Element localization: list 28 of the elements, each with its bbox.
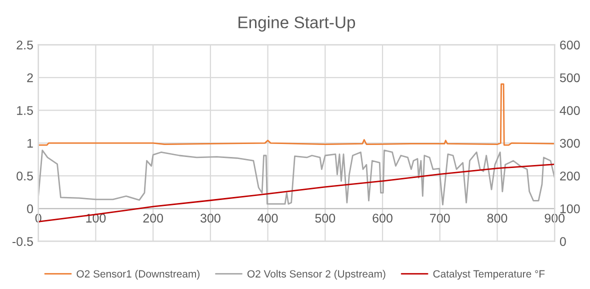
y-tick-label: -0.5	[12, 237, 33, 246]
y2-tick-label: 0	[560, 237, 566, 246]
y2-tick-label: 600	[560, 40, 580, 50]
legend-label: O2 Sensor1 (Downstream)	[76, 270, 200, 280]
y-tick-label: 1.5	[17, 106, 33, 115]
x-tick-label: 900	[544, 214, 565, 223]
y-tick-label: 2.5	[16, 40, 33, 50]
y-tick-label: 2	[27, 73, 33, 82]
y-tick-label: 1	[27, 138, 33, 148]
y2-tick-label: 200	[560, 172, 580, 180]
y-tick-label: 0	[27, 204, 33, 214]
y2-tick-label: 400	[560, 106, 580, 115]
x-tick-label: 400	[258, 214, 278, 223]
x-tick-label: 300	[200, 214, 220, 223]
x-tick-label: 800	[487, 214, 508, 223]
line-series	[38, 150, 555, 206]
x-tick-label: 200	[143, 214, 164, 223]
legend-label: O2 Volts Sensor 2 (Upstream)	[247, 270, 386, 280]
line-series	[38, 83, 555, 146]
y-tick-label: 0.5	[16, 172, 33, 180]
y2-tick-label: 500	[560, 73, 580, 82]
y2-tick-label: 100	[560, 204, 580, 214]
y2-tick-label: 300	[560, 138, 580, 148]
x-tick-label: 600	[372, 214, 392, 223]
legend-label: Catalyst Temperature °F	[433, 270, 545, 280]
chart-title: Engine Start-Up	[238, 16, 356, 32]
x-tick-label: 500	[315, 214, 336, 223]
x-tick-label: 700	[430, 214, 450, 223]
